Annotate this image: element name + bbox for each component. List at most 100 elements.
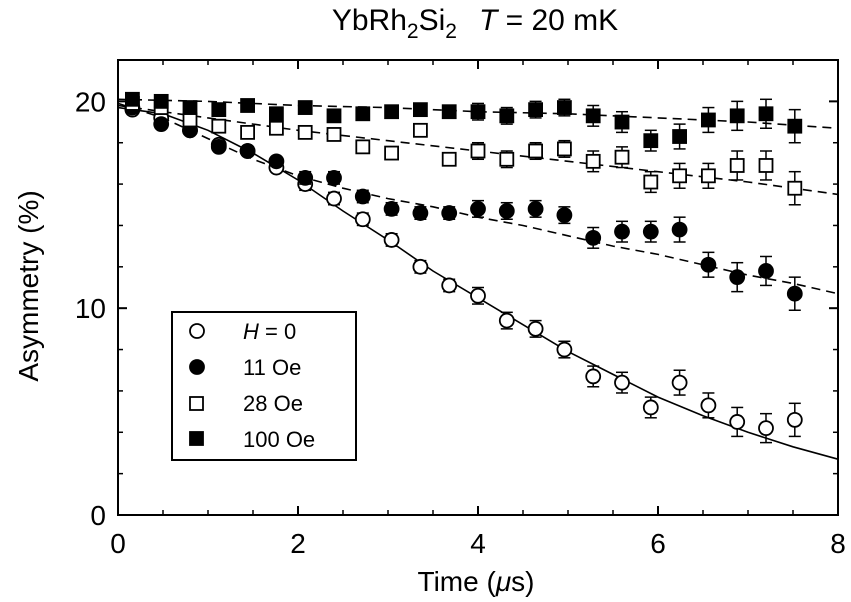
data-point <box>297 169 314 186</box>
data-point <box>672 168 687 184</box>
data-point <box>585 108 601 124</box>
data-point <box>557 100 572 115</box>
y-axis-label: Asymmetry (%) <box>13 190 44 381</box>
data-point <box>499 151 515 167</box>
data-point <box>412 205 429 221</box>
x-tick-label: 4 <box>470 528 486 559</box>
data-point <box>528 143 543 159</box>
y-tick-label: 20 <box>75 86 106 117</box>
series-filled-circle <box>124 99 803 311</box>
data-point <box>758 263 774 279</box>
series-filled-square <box>125 91 803 152</box>
data-point <box>671 221 688 238</box>
data-point <box>614 223 630 240</box>
data-point <box>326 108 342 124</box>
data-point <box>642 399 659 416</box>
data-point <box>498 203 515 219</box>
data-point <box>585 368 602 385</box>
data-point <box>441 104 457 120</box>
x-tick-label: 2 <box>290 528 306 559</box>
data-point <box>499 108 515 124</box>
data-point <box>240 124 256 140</box>
data-point <box>441 205 458 221</box>
data-point <box>787 118 803 134</box>
data-point <box>498 312 515 329</box>
data-point <box>354 211 371 228</box>
data-point <box>729 158 745 173</box>
data-point <box>354 188 371 205</box>
legend-label: 28 Oe <box>243 391 303 416</box>
data-point <box>701 168 716 184</box>
data-point <box>210 138 227 155</box>
series-open-circle <box>124 101 803 444</box>
data-point <box>470 104 486 120</box>
data-point <box>729 414 746 430</box>
legend-entry-28oe: 28 Oe <box>189 391 303 416</box>
data-points <box>124 91 803 444</box>
data-point <box>701 112 716 128</box>
x-axis-label: Time (μs) <box>418 566 535 597</box>
data-point <box>441 151 457 167</box>
data-point <box>383 232 400 248</box>
data-point <box>729 108 745 124</box>
legend-entry-100oe: 100 Oe <box>189 427 315 452</box>
data-point <box>326 190 342 207</box>
legend-entry-h0: H = 0 <box>189 319 296 344</box>
x-tick-label: 8 <box>830 528 846 559</box>
data-point <box>786 411 803 428</box>
data-point <box>153 116 170 133</box>
data-point <box>383 201 400 217</box>
legend-label: H = 0 <box>243 319 296 344</box>
data-point <box>355 106 371 122</box>
data-point <box>643 174 659 190</box>
data-point <box>528 102 543 118</box>
data-point <box>412 102 428 118</box>
data-point <box>557 141 572 157</box>
data-point <box>470 143 486 159</box>
filled-square-marker-icon <box>189 431 204 446</box>
data-point <box>672 129 687 144</box>
data-point <box>182 112 198 128</box>
data-point <box>758 106 774 122</box>
data-point <box>614 374 630 391</box>
data-point <box>585 229 602 246</box>
data-point <box>614 149 630 165</box>
data-point <box>268 106 284 122</box>
axis-ticks: 0 2 4 6 8 0 10 20 <box>75 60 846 559</box>
data-point <box>240 98 256 113</box>
data-point <box>700 397 717 414</box>
series-open-square <box>125 96 803 206</box>
data-point <box>556 341 573 358</box>
data-point <box>211 102 227 118</box>
legend-label: 100 Oe <box>243 427 315 452</box>
data-point <box>787 180 803 196</box>
data-point <box>326 127 342 142</box>
data-point <box>758 158 774 173</box>
filled-circle-marker-icon <box>189 359 205 375</box>
data-point <box>384 145 400 161</box>
data-point <box>642 223 659 240</box>
data-point <box>470 287 486 304</box>
data-point <box>556 207 573 224</box>
chart-title: YbRh2Si2 T = 20 mK <box>332 4 618 43</box>
data-point <box>239 143 256 159</box>
data-point <box>671 374 688 391</box>
data-point <box>758 420 774 437</box>
data-point <box>643 133 659 149</box>
open-circle-marker-icon <box>189 323 205 339</box>
legend-label: 11 Oe <box>243 355 301 380</box>
data-point <box>268 153 285 170</box>
plot-frame <box>117 59 839 516</box>
data-point <box>384 104 400 120</box>
data-point <box>297 124 313 140</box>
y-tick-label: 0 <box>90 500 106 531</box>
data-point <box>355 139 371 155</box>
data-point <box>268 120 284 136</box>
data-point <box>326 169 342 186</box>
data-point <box>412 122 428 138</box>
data-point <box>729 269 746 286</box>
open-square-marker-icon <box>189 396 204 411</box>
data-point <box>211 118 227 134</box>
x-tick-label: 0 <box>110 528 126 559</box>
